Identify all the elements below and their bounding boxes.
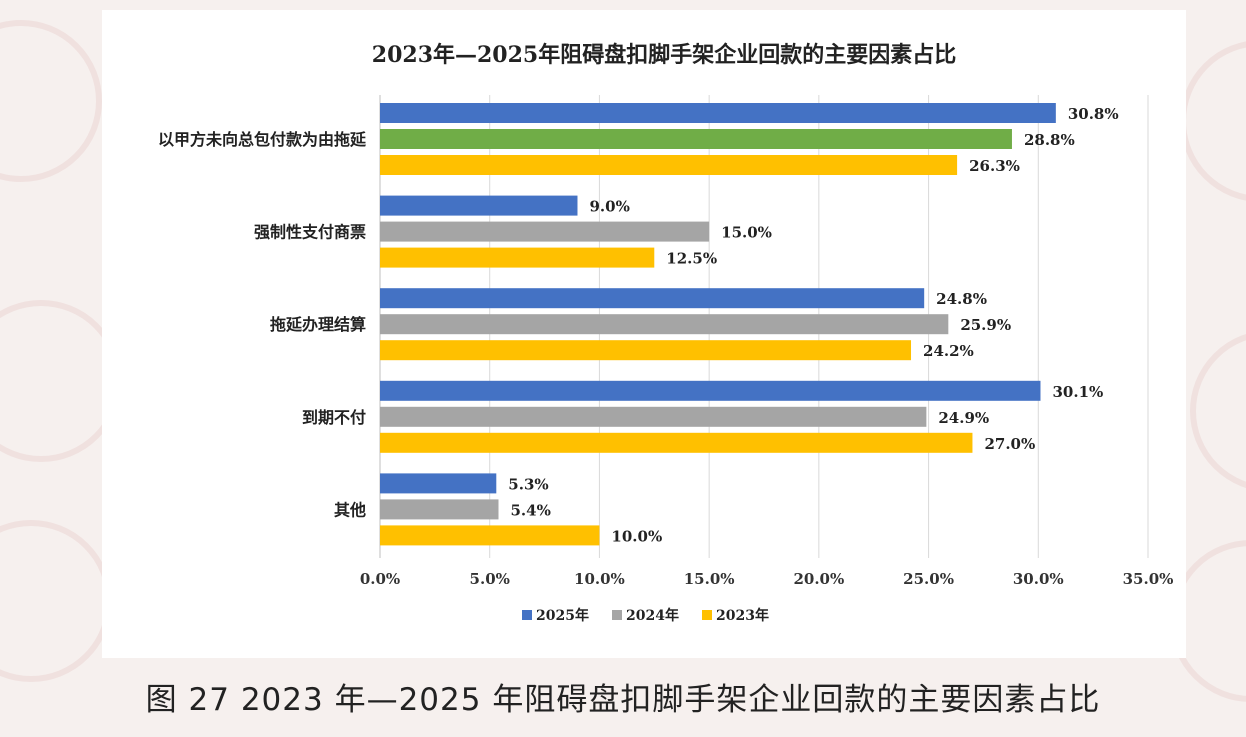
- category-label: 强制性支付商票: [254, 223, 366, 242]
- bar: [380, 473, 497, 494]
- data-label: 9.0%: [589, 198, 629, 216]
- legend-label: 2023年: [716, 607, 769, 624]
- bar: [380, 195, 578, 216]
- chart-title: 2023年—2025年阻碍盘扣脚手架企业回款的主要因素占比: [372, 42, 956, 68]
- data-label: 25.9%: [960, 316, 1011, 334]
- data-label: 5.4%: [510, 501, 550, 519]
- legend-swatch: [612, 610, 622, 620]
- data-label: 24.8%: [936, 290, 987, 308]
- data-label: 12.5%: [666, 250, 717, 268]
- category-label: 以甲方未向总包付款为由拖延: [158, 130, 367, 149]
- data-label: 28.8%: [1024, 131, 1075, 149]
- data-label: 5.3%: [508, 475, 548, 493]
- bar: [380, 406, 927, 427]
- legend-swatch: [522, 610, 532, 620]
- category-label: 拖延办理结算: [270, 315, 366, 334]
- bar: [380, 103, 1056, 123]
- data-label: 15.0%: [721, 224, 772, 242]
- x-tick-label: 0.0%: [360, 570, 400, 588]
- x-tick-label: 35.0%: [1123, 570, 1174, 588]
- bar: [380, 314, 949, 335]
- x-tick-label: 30.0%: [1013, 570, 1064, 588]
- bar: [380, 525, 600, 546]
- x-tick-label: 10.0%: [574, 570, 625, 588]
- figure-caption: 图 27 2023 年—2025 年阻碍盘扣脚手架企业回款的主要因素占比: [145, 682, 1101, 718]
- bar: [380, 129, 1012, 149]
- x-tick-label: 20.0%: [793, 570, 844, 588]
- chart-panel: 2023年—2025年阻碍盘扣脚手架企业回款的主要因素占比 0.0% 5.0% 10.…: [102, 10, 1186, 658]
- category-label: 其他: [334, 500, 366, 519]
- bar-chart: 2023年—2025年阻碍盘扣脚手架企业回款的主要因素占比 0.0% 5.0% 10.…: [158, 42, 1174, 624]
- data-label: 26.3%: [969, 157, 1020, 175]
- data-label: 30.8%: [1068, 105, 1119, 123]
- bar: [380, 340, 912, 361]
- x-tick-label: 25.0%: [903, 570, 954, 588]
- legend-swatch: [702, 610, 712, 620]
- x-tick-label: 15.0%: [684, 570, 735, 588]
- category-label: 到期不付: [302, 408, 366, 427]
- data-label: 10.0%: [611, 527, 662, 545]
- legend-label: 2025年: [536, 607, 589, 624]
- bar: [380, 432, 973, 453]
- bar: [380, 288, 925, 309]
- bar: [380, 499, 499, 520]
- data-label: 27.0%: [984, 435, 1035, 453]
- legend-label: 2024年: [626, 607, 679, 624]
- data-label: 30.1%: [1052, 383, 1103, 401]
- bar: [380, 247, 655, 268]
- bar: [380, 221, 710, 242]
- bar: [380, 155, 958, 175]
- bar: [380, 380, 1041, 401]
- data-label: 24.2%: [923, 342, 974, 360]
- x-tick-label: 5.0%: [470, 570, 510, 588]
- data-label: 24.9%: [938, 409, 989, 427]
